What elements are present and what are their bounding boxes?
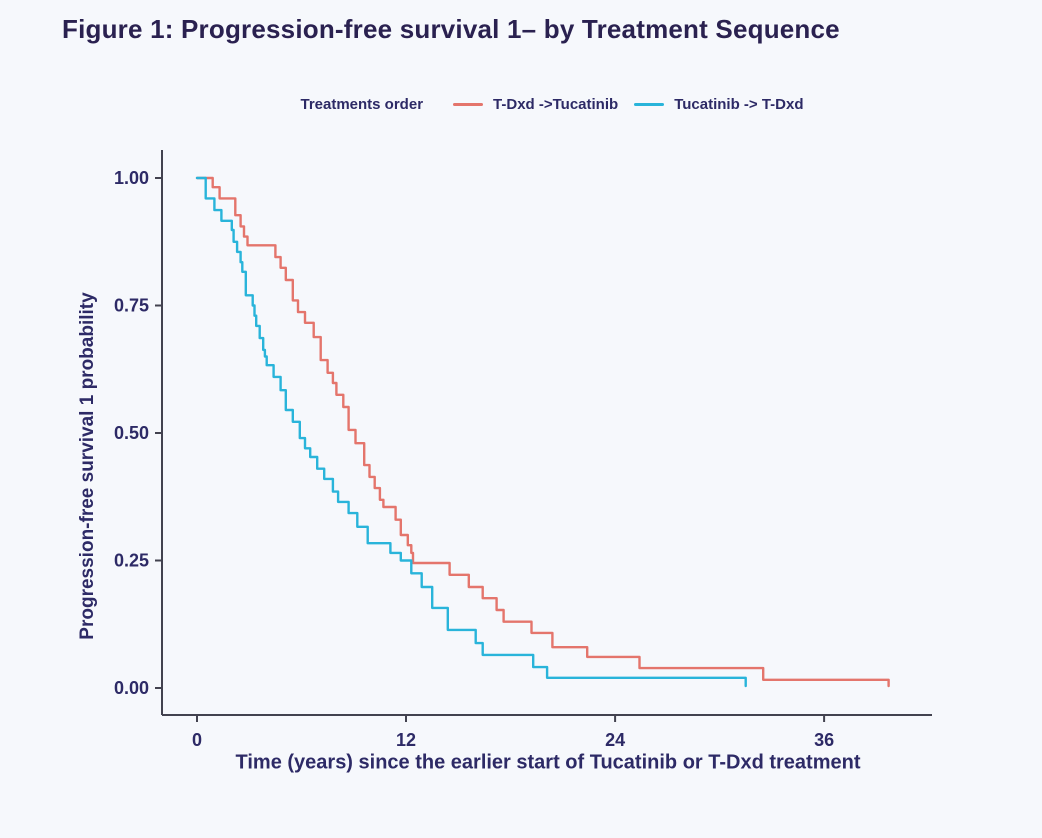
x-tick-label: 12 <box>396 730 416 750</box>
x-tick-label: 0 <box>192 730 202 750</box>
legend-key-tdxd-first: T-Dxd ->Tucatinib <box>453 96 618 113</box>
km-curve-tdxd-first <box>195 176 890 688</box>
y-tick-label: 0.75 <box>114 296 149 316</box>
x-tick-label: 36 <box>814 730 834 750</box>
legend-line-tucatinib-first-icon <box>634 103 665 106</box>
legend-key-tucatinib-first: Tucatinib -> T-Dxd <box>634 96 804 113</box>
legend-title: Treatments order <box>300 96 424 113</box>
y-tick-label: 0.00 <box>114 678 149 698</box>
legend-label-tdxd-first: T-Dxd ->Tucatinib <box>493 96 619 113</box>
y-axis-title: Progression-free survival 1 probability <box>77 292 98 640</box>
y-tick-label: 1.00 <box>114 168 149 188</box>
x-axis-title: Time (years) since the earlier start of … <box>235 751 861 774</box>
figure-title: Figure 1: Progression-free survival 1– b… <box>62 14 840 44</box>
km-curve-tucatinib-first <box>195 176 747 688</box>
legend-label-tucatinib-first: Tucatinib -> T-Dxd <box>674 96 804 113</box>
y-tick-label: 0.50 <box>114 423 149 443</box>
x-tick-label: 24 <box>605 730 625 750</box>
y-tick-label: 0.25 <box>114 551 149 571</box>
legend-line-tdxd-first-icon <box>453 103 484 106</box>
legend: Treatments order T-Dxd ->Tucatinib Tucat… <box>0 96 1042 113</box>
